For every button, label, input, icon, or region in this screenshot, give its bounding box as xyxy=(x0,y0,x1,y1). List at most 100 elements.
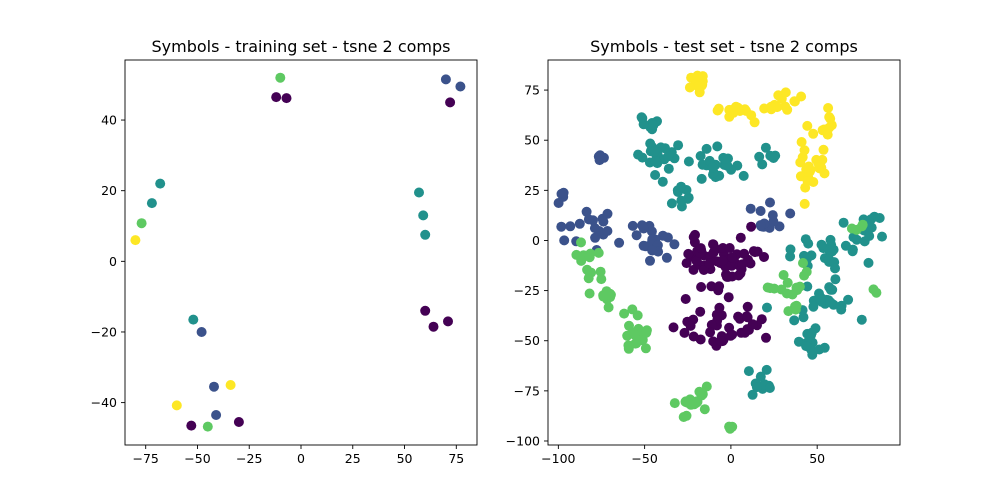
scatter-point xyxy=(766,101,777,112)
scatter-point xyxy=(825,284,836,295)
scatter-point xyxy=(725,423,736,434)
points xyxy=(553,70,887,434)
axes-frame xyxy=(547,59,901,446)
scatter-point xyxy=(727,252,737,263)
scatter-point xyxy=(704,258,715,269)
scatter-point xyxy=(830,274,841,285)
scatter-point xyxy=(696,282,707,292)
test-set-axes: Symbols - test set - tsne 2 comps −100 −5… xyxy=(506,37,901,466)
scatter-point xyxy=(856,314,867,325)
scatter-point xyxy=(762,302,772,313)
scatter-point xyxy=(729,103,740,114)
scatter-point xyxy=(668,322,679,333)
scatter-point xyxy=(420,305,431,316)
y-tick-label: −25 xyxy=(514,283,540,298)
points xyxy=(130,72,466,432)
scatter-point xyxy=(666,198,677,209)
scatter-point xyxy=(155,178,166,189)
scatter-point xyxy=(705,327,716,338)
scatter-point xyxy=(846,223,857,234)
scatter-point xyxy=(796,137,807,147)
scatter-point xyxy=(650,155,661,166)
scatter-point xyxy=(799,270,810,281)
scatter-point xyxy=(799,198,810,209)
scatter-point xyxy=(814,344,825,355)
scatter-point xyxy=(698,265,709,275)
scatter-point xyxy=(196,327,207,337)
scatter-point xyxy=(583,214,594,225)
scatter-point xyxy=(440,74,451,85)
scatter-point xyxy=(684,82,695,93)
y-tick-label: 0 xyxy=(109,254,117,269)
scatter-point xyxy=(595,266,606,277)
scatter-point xyxy=(745,258,756,269)
scatter-point xyxy=(699,404,710,415)
scatter-point xyxy=(584,252,595,263)
y-tick-label: 40 xyxy=(101,113,117,128)
scatter-point xyxy=(685,320,696,331)
scatter-point xyxy=(693,81,704,92)
scatter-point xyxy=(673,140,684,151)
scatter-point xyxy=(747,319,758,330)
scatter-point xyxy=(657,230,668,241)
scatter-point xyxy=(681,410,692,421)
scatter-point xyxy=(688,232,699,242)
scatter-point xyxy=(679,327,690,338)
scatter-point xyxy=(603,302,614,313)
scatter-point xyxy=(790,304,801,315)
y-tick-label: 0 xyxy=(532,233,540,248)
scatter-point xyxy=(760,142,771,153)
y-tick-label: −20 xyxy=(91,324,117,339)
y-tick-label: −50 xyxy=(514,333,540,348)
scatter-point xyxy=(780,101,791,112)
scatter-point xyxy=(778,270,789,280)
scatter-point xyxy=(558,187,569,198)
scatter-point xyxy=(637,220,648,231)
scatter-point xyxy=(838,217,849,228)
scatter-point xyxy=(275,72,286,83)
scatter-point xyxy=(619,308,630,319)
scatter-point xyxy=(714,281,725,292)
scatter-point xyxy=(640,343,651,354)
scatter-point xyxy=(576,255,587,266)
scatter-point xyxy=(754,151,765,162)
scatter-point xyxy=(701,143,712,154)
scatter-point xyxy=(747,389,758,400)
scatter-point xyxy=(767,210,778,221)
x-tick-label: 50 xyxy=(809,451,825,466)
scatter-point xyxy=(414,187,424,198)
scatter-point xyxy=(584,267,595,278)
scatter-point xyxy=(750,247,760,258)
scatter-point xyxy=(737,259,748,270)
scatter-point xyxy=(559,235,570,246)
x-tick-label: −75 xyxy=(133,451,159,466)
scatter-point xyxy=(136,218,147,229)
axes-frame xyxy=(124,59,478,446)
scatter-point xyxy=(805,165,816,176)
scatter-point xyxy=(712,105,723,116)
scatter-point xyxy=(806,327,817,338)
scatter-point xyxy=(631,230,642,241)
y-tick-label: 75 xyxy=(524,83,540,98)
scatter-point xyxy=(209,381,219,392)
scatter-point xyxy=(707,162,718,173)
scatter-point xyxy=(614,237,625,248)
scatter-point xyxy=(676,195,687,206)
scatter-point xyxy=(130,235,141,246)
scatter-point xyxy=(576,237,586,248)
scatter-point xyxy=(188,314,199,325)
scatter-point xyxy=(768,153,779,163)
training-set-title: Symbols - training set - tsne 2 comps xyxy=(152,37,451,56)
scatter-point xyxy=(735,232,746,243)
scatter-point xyxy=(714,302,725,313)
scatter-point xyxy=(864,231,875,241)
scatter-point xyxy=(782,277,793,288)
scatter-point xyxy=(818,144,829,155)
scatter-point xyxy=(746,221,757,232)
x-tick-label: 0 xyxy=(297,451,305,466)
scatter-point xyxy=(701,381,712,392)
x-tick-label: 0 xyxy=(727,451,735,466)
scatter-point xyxy=(445,97,456,108)
scatter-point xyxy=(638,240,649,251)
